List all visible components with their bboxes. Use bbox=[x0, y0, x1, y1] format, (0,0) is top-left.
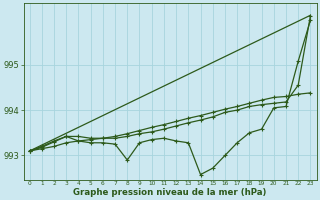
X-axis label: Graphe pression niveau de la mer (hPa): Graphe pression niveau de la mer (hPa) bbox=[73, 188, 267, 197]
